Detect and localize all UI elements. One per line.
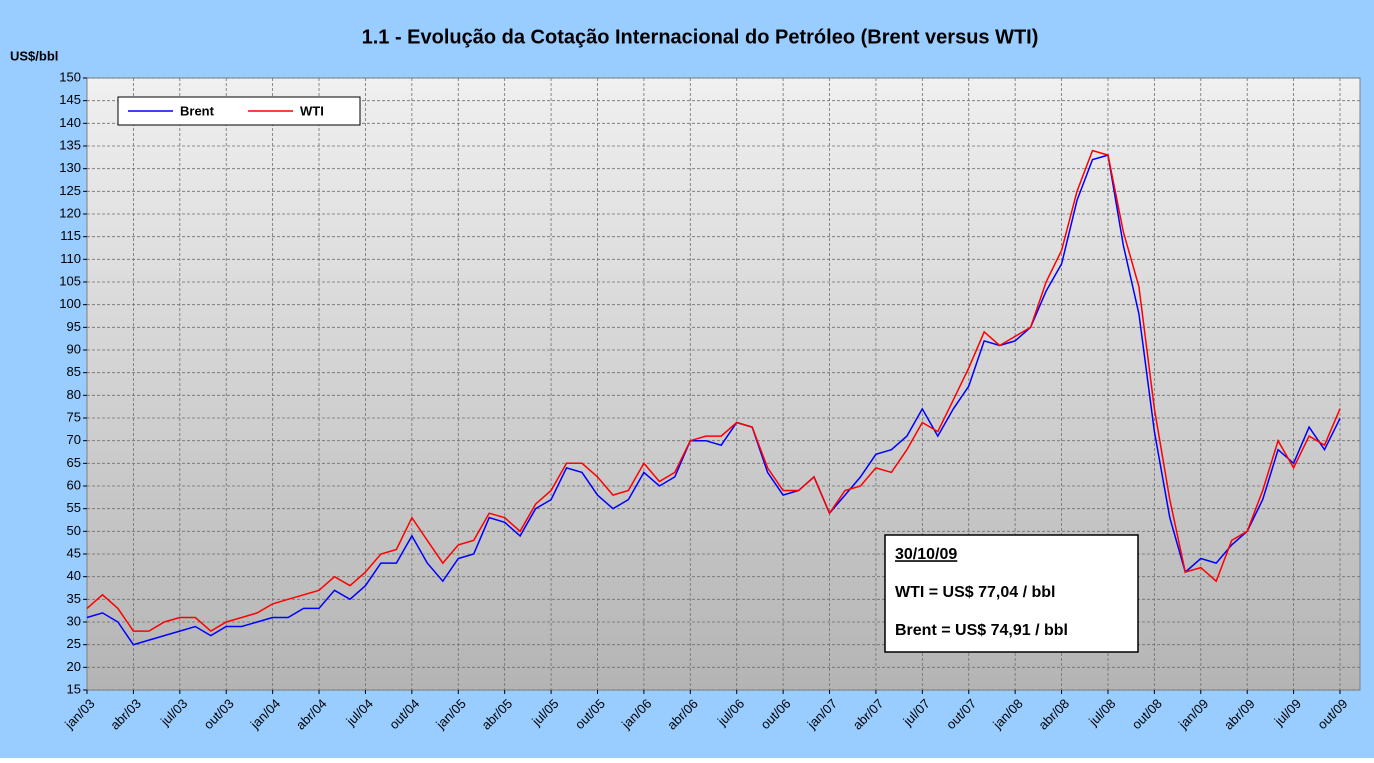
y-tick-label: 65 xyxy=(67,455,81,470)
legend-label: WTI xyxy=(300,103,324,118)
y-tick-label: 30 xyxy=(67,613,81,628)
y-tick-label: 75 xyxy=(67,409,81,424)
plot-area xyxy=(86,77,1361,691)
y-tick-label: 90 xyxy=(67,341,81,356)
y-tick-label: 70 xyxy=(67,432,81,447)
y-tick-label: 140 xyxy=(59,115,81,130)
y-tick-label: 110 xyxy=(60,251,81,266)
line-0 xyxy=(86,154,1341,646)
y-tick-label: 105 xyxy=(59,273,81,288)
y-tick-label: 15 xyxy=(67,681,81,696)
annotation-box xyxy=(884,534,1139,653)
legend-label: Brent xyxy=(180,103,215,118)
chart-title: 1.1 - Evolução da Cotação Internacional … xyxy=(362,26,1039,48)
y-axis-label: US$/bbl xyxy=(10,48,58,63)
y-tick-label: 25 xyxy=(67,636,81,651)
y-tick-label: 55 xyxy=(67,500,81,515)
annotation-wti: WTI = US$ 77,04 / bbl xyxy=(895,584,1056,601)
annotation-date: 30/10/09 xyxy=(895,546,957,563)
annotation-brent: Brent = US$ 74,91 / bbl xyxy=(895,622,1068,639)
y-tick-label: 80 xyxy=(67,387,81,402)
y-tick-label: 40 xyxy=(67,568,81,583)
y-tick-label: 60 xyxy=(67,477,81,492)
y-tick-label: 130 xyxy=(59,160,81,175)
y-tick-label: 45 xyxy=(67,545,81,560)
line-1 xyxy=(86,149,1341,633)
y-tick-label: 135 xyxy=(59,137,81,152)
y-tick-label: 35 xyxy=(67,591,81,606)
y-tick-label: 20 xyxy=(67,659,81,674)
y-tick-label: 100 xyxy=(59,296,81,311)
y-tick-label: 50 xyxy=(67,523,81,538)
y-tick-label: 95 xyxy=(67,319,81,334)
y-tick-label: 120 xyxy=(59,205,81,220)
y-tick-label: 125 xyxy=(59,183,81,198)
y-tick-label: 150 xyxy=(59,69,81,84)
y-tick-label: 115 xyxy=(60,228,81,243)
y-tick-label: 85 xyxy=(67,364,81,379)
y-tick-label: 145 xyxy=(59,92,81,107)
